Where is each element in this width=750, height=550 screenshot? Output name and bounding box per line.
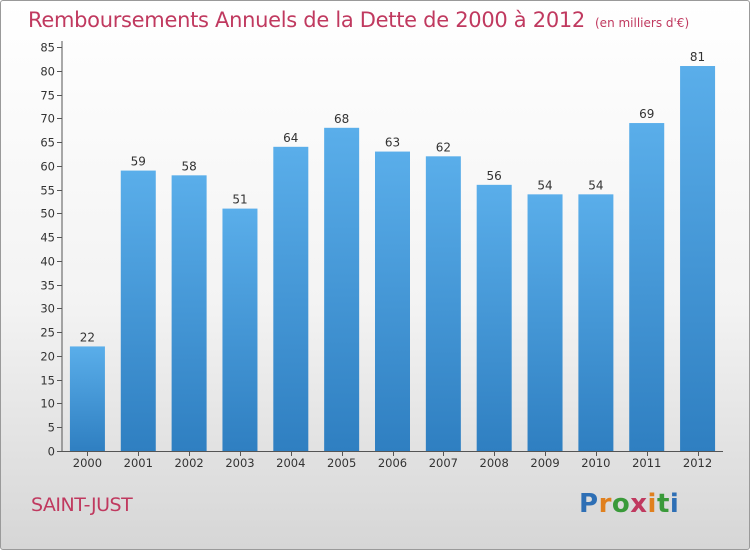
bar: [69, 346, 105, 451]
bar: [171, 175, 207, 451]
data-label: 58: [181, 159, 196, 173]
data-label: 22: [80, 330, 95, 344]
bar: [273, 146, 309, 451]
data-label: 63: [385, 136, 400, 150]
bar: [629, 123, 665, 451]
chart-subtitle: (en milliers d'€): [595, 16, 690, 30]
x-tick-label: 2012: [683, 456, 712, 470]
data-label: 56: [487, 169, 502, 183]
bar: [527, 194, 563, 451]
logo-letter: i: [647, 489, 657, 519]
logo-letter: x: [630, 489, 648, 519]
x-tick-label: 2006: [378, 456, 407, 470]
y-tick-label: 0: [48, 445, 55, 459]
y-tick-label: 25: [40, 326, 55, 340]
bar: [324, 127, 360, 452]
bar: [120, 170, 156, 451]
logo-letter: t: [656, 489, 670, 519]
bar: [578, 194, 614, 451]
data-label: 64: [283, 131, 298, 145]
y-tick-label: 5: [48, 421, 55, 435]
chart-title: Remboursements Annuels de la Dette de 20…: [28, 8, 689, 32]
y-tick-label: 60: [40, 160, 55, 174]
y-tick-label: 30: [40, 302, 55, 316]
data-label: 51: [232, 193, 247, 207]
y-tick-label: 10: [40, 397, 55, 411]
title-text: Remboursements Annuels de la Dette de 20…: [28, 8, 585, 32]
data-label: 68: [334, 112, 349, 126]
logo-letter: i: [669, 489, 680, 519]
bar: [375, 151, 410, 452]
bar: [222, 208, 258, 451]
y-tick-label: 15: [40, 374, 55, 388]
x-tick-label: 2011: [632, 456, 661, 470]
x-tick-label: 2005: [327, 456, 356, 470]
commune-name: SAINT-JUST: [31, 494, 133, 516]
y-tick-label: 45: [40, 231, 55, 245]
y-tick-label: 55: [40, 184, 55, 198]
y-tick-label: 75: [40, 89, 55, 103]
logo-letter: o: [611, 489, 631, 519]
logo-letter: P: [579, 489, 599, 519]
logo-letter: r: [598, 489, 612, 519]
data-label: 54: [537, 178, 552, 192]
proxiti-logo: Proxiti: [579, 489, 679, 519]
x-tick-label: 2009: [530, 456, 559, 470]
bar: [680, 66, 716, 451]
data-label: 62: [436, 140, 451, 154]
data-label: 81: [690, 50, 705, 64]
data-label: 69: [639, 107, 654, 121]
x-tick-label: 2010: [581, 456, 610, 470]
y-tick-label: 70: [40, 112, 55, 126]
bar: [425, 156, 461, 452]
y-tick-label: 80: [40, 65, 55, 79]
bar: [476, 184, 512, 451]
x-tick-label: 2004: [276, 456, 305, 470]
data-label: 59: [131, 155, 146, 169]
x-tick-label: 2002: [174, 456, 203, 470]
x-tick-label: 2001: [124, 456, 153, 470]
x-tick-label: 2008: [480, 456, 509, 470]
y-tick-label: 40: [40, 255, 55, 269]
y-tick-label: 85: [40, 41, 55, 55]
x-tick-label: 2000: [73, 456, 102, 470]
data-label: 54: [588, 178, 603, 192]
y-tick-label: 35: [40, 279, 55, 293]
x-tick-label: 2007: [429, 456, 458, 470]
y-tick-label: 65: [40, 136, 55, 150]
y-tick-label: 20: [40, 350, 55, 364]
y-tick-label: 50: [40, 207, 55, 221]
x-tick-label: 2003: [225, 456, 254, 470]
